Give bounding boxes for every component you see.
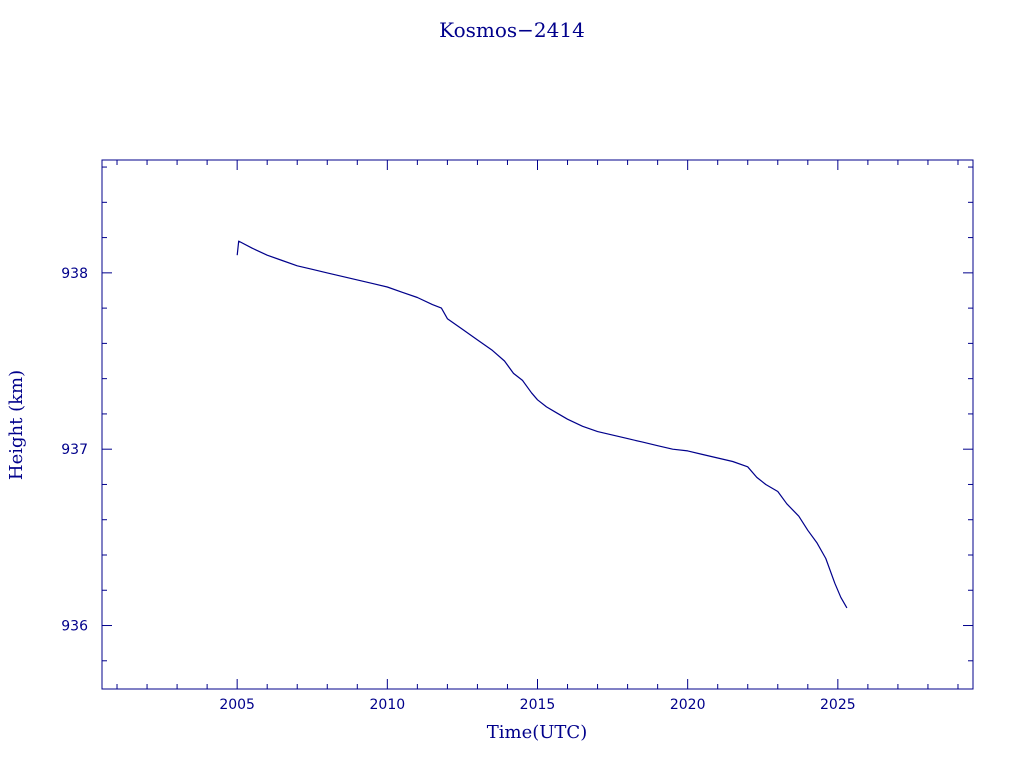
x-tick-label: 2010 [370,697,406,713]
x-tick-label: 2025 [820,697,856,713]
series-line-height [236,240,848,609]
y-tick-label: 938 [61,266,88,282]
x-tick-label: 2020 [670,697,706,713]
y-tick-label: 936 [61,619,88,635]
x-tick-label: 2005 [219,697,255,713]
chart-title: Kosmos−2414 [439,18,585,42]
axis-ticks [102,160,973,689]
y-tick-label: 937 [61,442,88,458]
x-tick-label: 2015 [520,697,556,713]
series-layer [236,240,848,609]
plot-frame [101,159,974,690]
x-tick-labels: 2005 2010 2015 2020 2025 [219,697,855,713]
x-axis-label: Time(UTC) [487,722,587,743]
y-axis-label: Height (km) [6,370,27,480]
y-tick-labels: 936 937 938 [61,266,88,635]
